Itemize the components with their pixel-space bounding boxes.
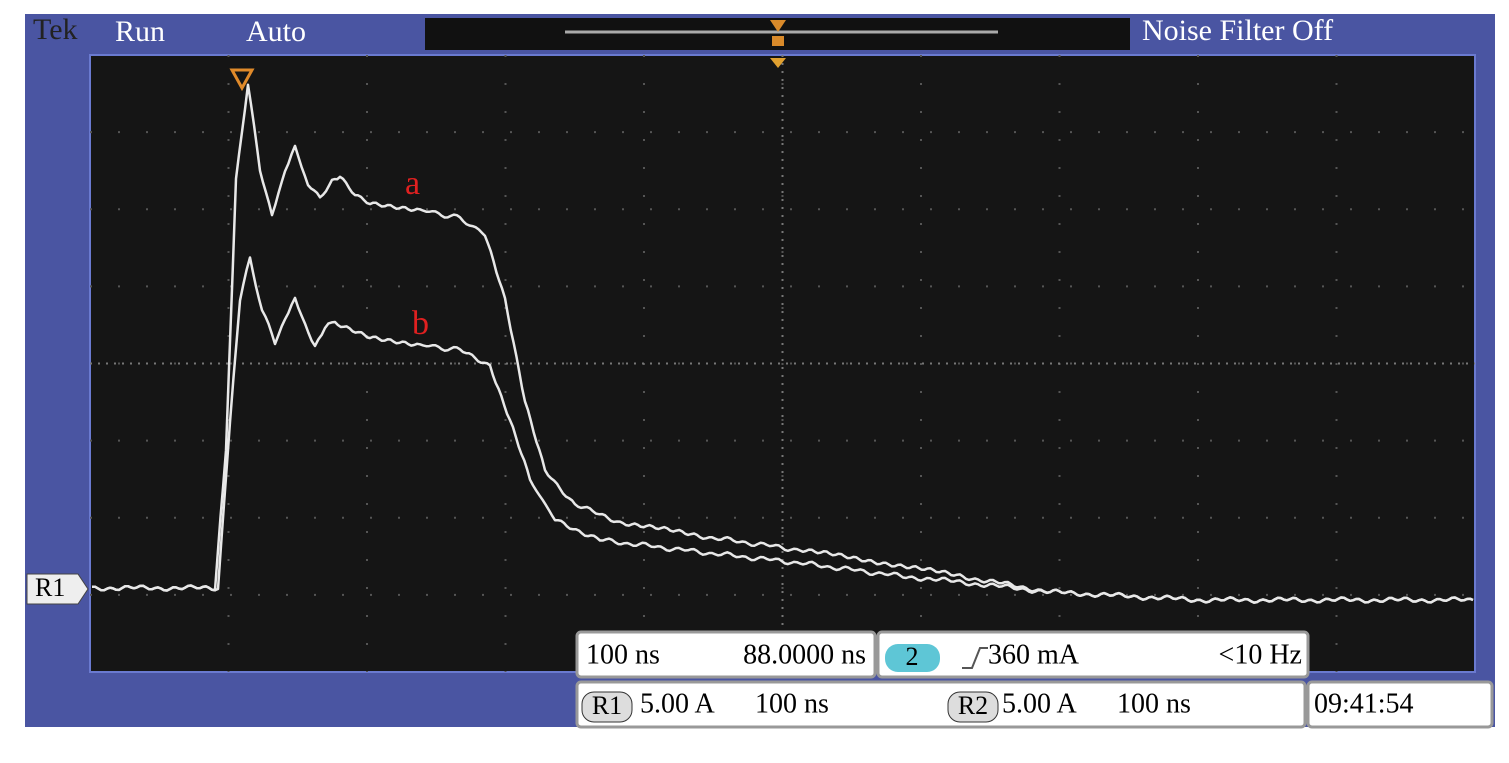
acq-state: Run [115,15,165,48]
ref-label: R2 [958,691,988,720]
ref-time: 100 ns [1117,688,1191,719]
ground-label: R1 [35,573,65,602]
timebase-box [575,630,877,679]
ref-badge [581,691,633,723]
trigger-marker [770,58,786,68]
time-scale: 100 ns [586,639,660,670]
clock: 09:41:54 [1314,688,1414,719]
ref-label: R1 [592,691,622,720]
ref-scale: 5.00 A [640,688,715,719]
trigger-mode: Auto [246,15,306,48]
ref-time: 100 ns [755,688,829,719]
clock-box [1306,680,1494,729]
channel-badge [885,644,940,672]
trigger-frequency: <10 Hz [1219,639,1302,670]
brand: Tek [33,13,78,46]
trigger-box [876,630,1310,679]
trigger-channel: 2 [906,642,919,671]
noise-filter: Noise Filter Off [1142,14,1333,47]
waveform [91,256,1474,604]
trace-label: a [405,165,420,202]
trigger-pos-icon [770,20,786,46]
trace-label: b [412,305,429,342]
time-position: 88.0000 ns [743,639,866,670]
trigger-level: 360 mA [988,639,1080,670]
reference-box [575,680,1307,729]
slope-icon [962,647,988,669]
traces [91,83,1474,604]
ref-badge [947,691,999,723]
trigger-point [229,68,255,92]
ground-tag [26,573,89,605]
ref-scale: 5.00 A [1002,688,1077,719]
